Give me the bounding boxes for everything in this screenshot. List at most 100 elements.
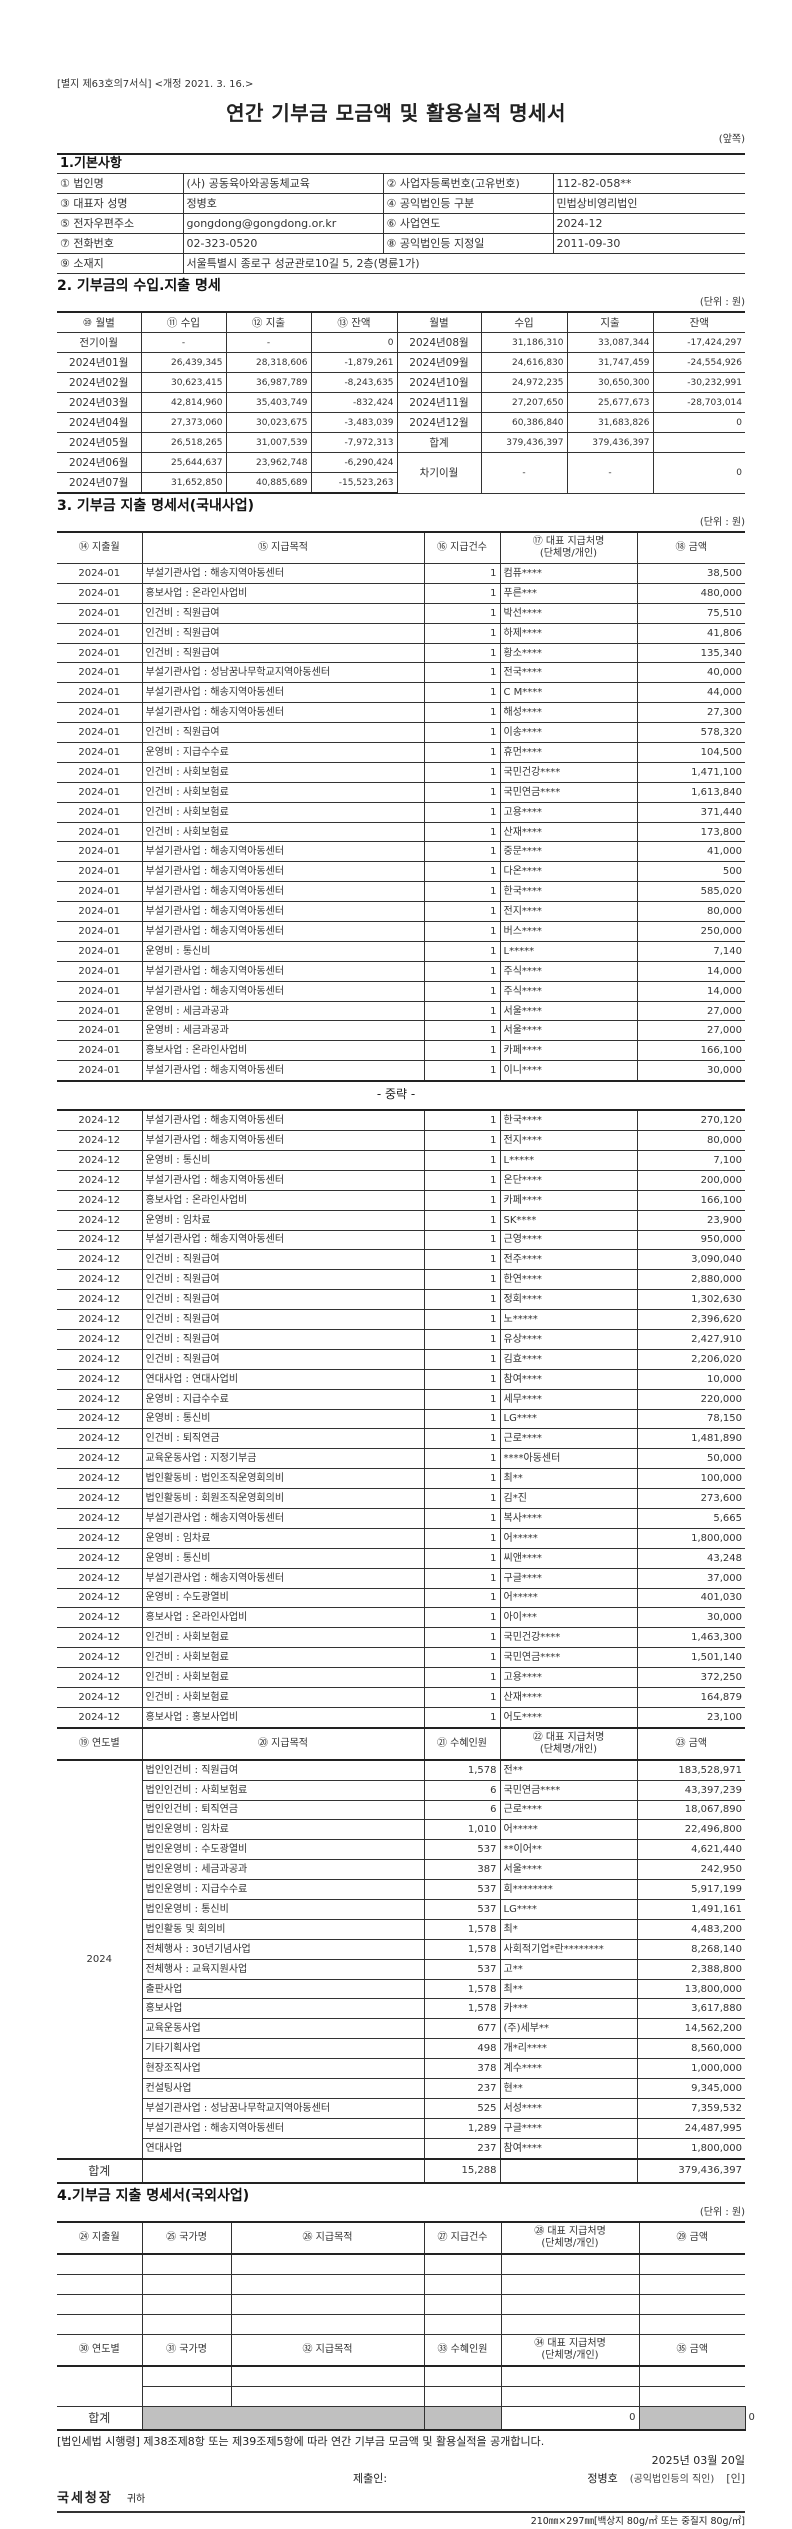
- purpose-cell: 인건비 : 사회보험료: [141, 761, 425, 783]
- month-cell: 2024년03월: [57, 392, 142, 413]
- summary-row: 기타기획사업 498 개*리**** 8,560,000: [57, 2038, 745, 2060]
- summary-row: 부설기관사업 : 성남꿈나무학교지역아동센터 525 서성**** 7,359,532: [57, 2097, 745, 2119]
- payee-cell: 참여****: [499, 1368, 638, 1390]
- amount-cell: -3,483,039: [310, 412, 398, 433]
- summary-row: 법인운영비 : 세금과공과 387 서울**** 242,950: [57, 1859, 745, 1881]
- amount-cell: 270,120: [636, 1109, 745, 1132]
- empty-cell: [141, 2253, 232, 2275]
- month-cell: 2024-12: [57, 1189, 143, 1211]
- column-header: ⑭ 지출월: [57, 531, 143, 564]
- purpose-cell: 인건비 : 사회보험료: [141, 821, 425, 843]
- payee-cell: 서울****: [499, 1000, 638, 1022]
- column-header: ⑬ 잔액: [310, 311, 398, 333]
- month-cell: 2024-12: [57, 1209, 143, 1231]
- monthly-row: 2024년07월 31,652,850 40,885,689 -15,523,263: [57, 472, 745, 494]
- column-header-text: ⑲ 연도별: [78, 1737, 120, 1749]
- purpose-cell: 운영비 : 임차료: [141, 1527, 425, 1549]
- empty-row: [57, 2365, 745, 2407]
- summary-header-row: ⑲ 연도별 ⑳ 지급목적 ㉑ 수혜인원 ㉒ 대표 지급처명 (단체명/개인) ㉓ 금액: [57, 1726, 745, 1761]
- column-header: ㉝ 수혜인원: [423, 2333, 502, 2367]
- payee-cell: 사회적기업*란********: [499, 1938, 638, 1960]
- info-value: gongdong@gongdong.or.kr: [182, 213, 384, 234]
- amount-cell: 23,100: [636, 1706, 745, 1729]
- expense-row: 2024-12 운영비 : 통신비 1 LG**** 78,150: [57, 1408, 745, 1430]
- count-cell: 1: [423, 940, 501, 962]
- purpose-cell: 홍보사업 : 홍보사업비: [141, 1706, 425, 1729]
- expense-row: 2024-12 인건비 : 사회보험료 1 산재**** 164,879: [57, 1686, 745, 1708]
- column-header-text: ㉗ 지급건수: [437, 2231, 488, 2243]
- payee-cell: 한연****: [499, 1269, 638, 1291]
- payee-cell: 푸른***: [499, 582, 638, 604]
- month-cell: 2024년06월: [57, 452, 142, 473]
- amount-cell: 80,000: [636, 901, 745, 923]
- column-header-text: ⑱ 금액: [675, 542, 708, 553]
- empty-cell: [500, 2365, 640, 2387]
- month-cell: 2024-01: [57, 940, 143, 962]
- paper-spec: 210㎜×297㎜[백상지 80g/㎡ 또는 중질지 80g/㎡]: [530, 2515, 745, 2527]
- info-row: ⑤ 전자우편주소 gongdong@gongdong.or.kr ⑥ 사업연도 202…: [57, 213, 746, 234]
- payee-cell: 주식****: [499, 960, 638, 982]
- purpose-cell: 출판사업: [142, 1978, 425, 2000]
- purpose-cell: 컨설팅사업: [142, 2078, 425, 2099]
- payee-cell: 어*****: [499, 1527, 638, 1549]
- beneficiary-count-cell: 1,578: [423, 1759, 501, 1781]
- payee-cell: 전지****: [499, 1130, 638, 1151]
- column-header-text: ㉘ 대표 지급처명: [534, 2225, 606, 2237]
- payee-cell: 계수****: [499, 2058, 638, 2080]
- amount-cell: 2,388,800: [636, 1958, 745, 1980]
- month-cell: 2024년10월: [396, 372, 482, 393]
- expense-row: 2024-01 인건비 : 사회보험료 1 산재**** 173,800: [57, 821, 745, 843]
- payee-cell: 카페****: [499, 1189, 638, 1211]
- summary-row: 전체행사 : 30년기념사업 1,578 사회적기업*란******** 8,268,…: [57, 1938, 745, 1960]
- amount-cell: 4,621,440: [636, 1839, 745, 1861]
- month-cell: 2024-01: [57, 960, 143, 982]
- amount-cell: 30,650,300: [566, 372, 654, 393]
- count-cell: 1: [423, 1667, 501, 1688]
- amount-cell: 5,665: [636, 1507, 745, 1529]
- monthly-row: 2024년01월 26,439,345 28,318,606 -1,879,261 20…: [57, 352, 745, 373]
- month-cell: 2024년11월: [396, 392, 482, 413]
- payee-cell: 최**: [499, 1468, 638, 1490]
- payee-cell: C M****: [499, 682, 638, 704]
- amount-cell: 40,885,689: [225, 472, 312, 494]
- amount-cell: 14,562,200: [636, 2018, 745, 2040]
- month-cell: 2024년05월: [57, 432, 142, 453]
- expense-row: 2024-12 운영비 : 임차료 1 SK**** 23,900: [57, 1209, 745, 1231]
- info-label: ④ 공익법인등 구분: [382, 193, 554, 214]
- info-label: ⑥ 사업연도: [382, 213, 554, 234]
- count-cell: 1: [423, 1388, 501, 1410]
- amount-cell: -1,879,261: [310, 352, 398, 373]
- count-cell: 1: [423, 1647, 501, 1669]
- empty-cell: [57, 2293, 143, 2315]
- seal-placeholder: [인]: [726, 2471, 745, 2485]
- month-cell: 2024-12: [57, 1309, 143, 1330]
- amount-cell: -: [140, 332, 227, 353]
- payee-cell: 근로****: [499, 1799, 638, 1821]
- info-label: ① 법인명: [57, 173, 184, 194]
- payee-cell: 국민건강****: [499, 761, 638, 783]
- column-header: ㉙ 금액: [638, 2221, 745, 2255]
- beneficiary-count-cell: 537: [423, 1899, 501, 1920]
- month-cell: 2024-01: [57, 682, 143, 704]
- monthly-row: 2024년05월 26,518,265 31,007,539 -7,972,313 합계…: [57, 432, 745, 453]
- count-cell: 1: [423, 1627, 501, 1649]
- empty-cell: [57, 2273, 143, 2295]
- summary-row: 현장조직사업 378 계수**** 1,000,000: [57, 2058, 745, 2080]
- amount-cell: 1,613,840: [636, 781, 745, 803]
- amount-cell: 7,100: [636, 1149, 745, 1171]
- month-cell: 2024년01월: [57, 352, 142, 373]
- info-label: ⑧ 공익법인등 지정일: [382, 233, 554, 254]
- amount-cell: 371,440: [636, 801, 745, 823]
- summary-row: 법인인건비 : 퇴직연금 6 근로**** 18,067,890: [57, 1799, 745, 1821]
- month-cell: 2024년08월: [396, 332, 482, 353]
- payee-cell: 휴먼****: [499, 742, 638, 763]
- summary-row: 2024 법인인건비 : 직원급여 1,578 전** 183,528,971: [57, 1759, 745, 2160]
- empty-cell: [423, 2253, 502, 2275]
- payee-cell: 서울****: [499, 1859, 638, 1881]
- column-header-text: (단체명/개인): [539, 548, 598, 559]
- purpose-cell: 홍보사업 : 온라인사업비: [141, 582, 425, 604]
- column-header: ⑪ 수입: [140, 311, 227, 333]
- purpose-cell: 법인운영비 : 세금과공과: [142, 1859, 425, 1881]
- expense-row: 2024-01 운영비 : 통신비 1 L***** 7,140: [57, 940, 745, 962]
- amount-cell: 24,487,995: [636, 2117, 745, 2139]
